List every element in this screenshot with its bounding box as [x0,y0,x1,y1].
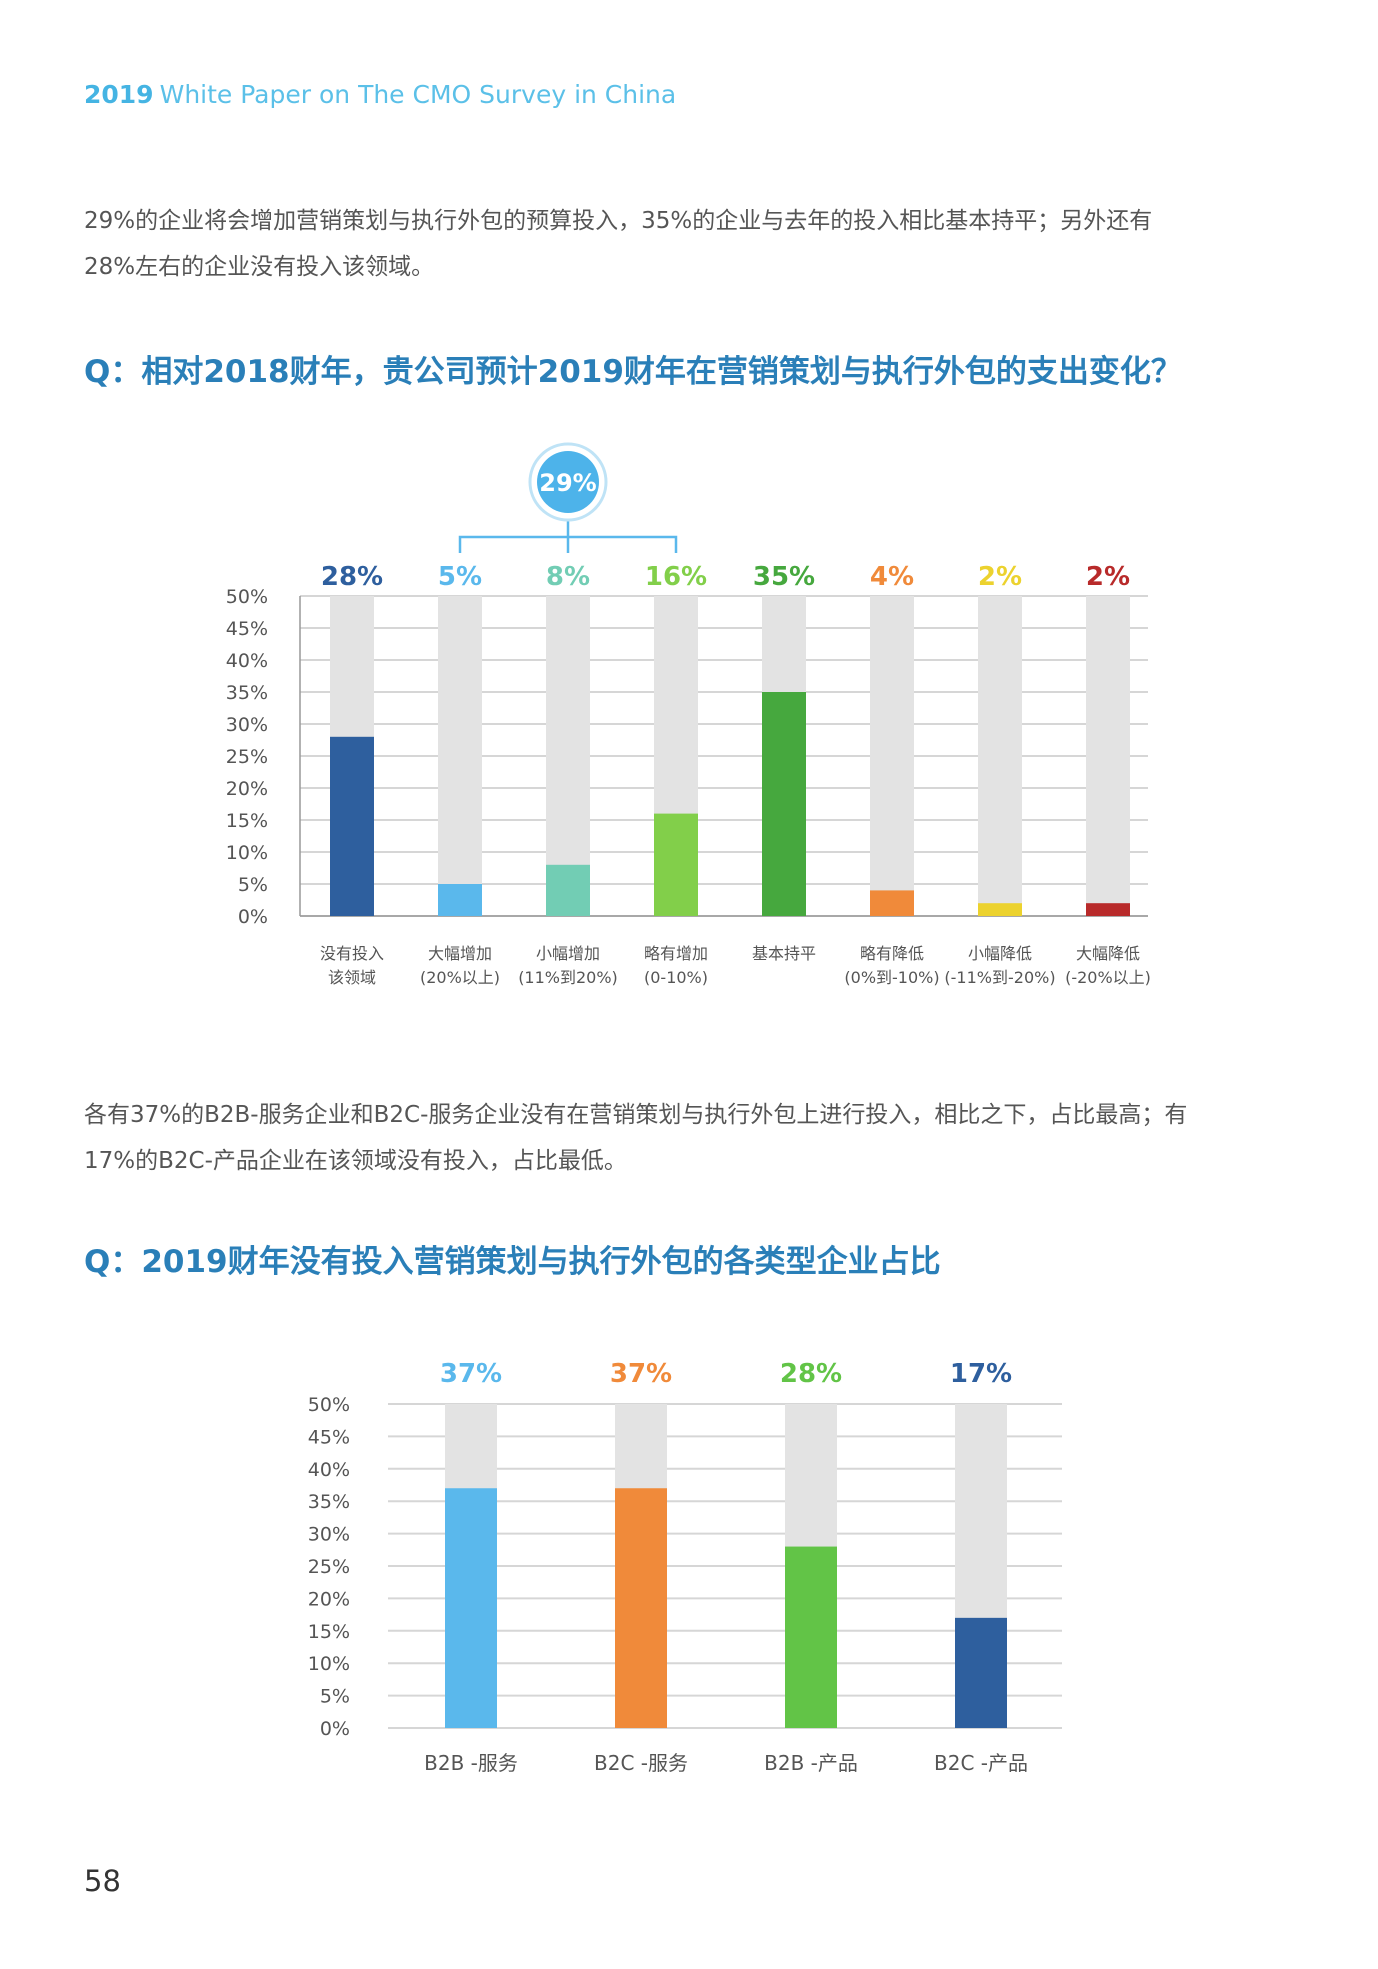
y-tick-label: 20% [308,1588,350,1610]
paragraph-line: 29%的企业将会增加营销策划与执行外包的预算投入，35%的企业与去年的投入相比基… [84,208,1153,234]
data-label: 35% [753,562,815,592]
spending-change-bar-chart: 0% 5% 10% 15% 20% 25% 30% 35% 40% 45% 50% 28% 没有投入该领… [226,442,1151,987]
question-2-title: Q：2019财年没有投入营销策划与执行外包的各类型企业占比 [84,1244,941,1280]
y-tick-label: 0% [320,1718,350,1740]
y-tick-label: 20% [226,778,268,800]
group-circle [537,451,599,513]
bar [330,736,374,916]
bar [955,1617,1007,1728]
intro-paragraph: 29%的企业将会增加营销策划与执行外包的预算投入，35%的企业与去年的投入相比基… [84,198,1294,290]
bar-background [1086,596,1130,916]
x-tick-label: (-11%到-20%) [944,968,1055,987]
x-tick-label: B2C -服务 [594,1751,688,1775]
x-tick-label: 略有降低 [860,944,924,963]
running-header: 2019 White Paper on The CMO Survey in Chi… [84,80,676,109]
bar [654,813,698,916]
data-label: 28% [780,1359,842,1389]
x-tick-label: (0-10%) [644,968,708,987]
data-label: 2% [978,562,1022,592]
bar [762,692,806,916]
bar [785,1546,837,1728]
x-tick-label: B2C -产品 [934,1751,1028,1775]
bar [445,1488,497,1728]
data-label: 28% [321,562,383,592]
y-tick-label: 0% [238,906,268,928]
bar [978,903,1022,916]
y-tick-label: 10% [308,1653,350,1675]
no-investment-by-company-type-chart: 0% 5% 10% 15% 20% 25% 30% 35% 40% 45% 50% 37% B2B -服… [308,1359,1062,1775]
y-tick-label: 50% [308,1394,350,1416]
x-tick-label: B2B -服务 [424,1751,518,1775]
header-title: White Paper on The CMO Survey in China [159,80,677,109]
y-tick-label: 25% [308,1556,350,1578]
y-tick-label: 5% [320,1686,350,1708]
y-tick-label: 40% [308,1459,350,1481]
data-label: 37% [440,1359,502,1389]
data-label: 5% [438,562,482,592]
bar-background [978,596,1022,916]
page-number: 58 [84,1864,121,1898]
y-tick-label: 5% [238,874,268,896]
x-tick-label: 大幅增加 [428,944,492,963]
data-label: 37% [610,1359,672,1389]
bar [870,890,914,916]
bar-background [438,596,482,916]
bar-background [870,596,914,916]
data-label: 8% [546,562,590,592]
analysis-paragraph: 各有37%的B2B-服务企业和B2C-服务企业没有在营销策划与执行外包上进行投入… [84,1092,1294,1184]
data-label: 17% [950,1359,1012,1389]
x-tick-label: 小幅降低 [968,944,1032,963]
header-year: 2019 [84,80,154,109]
y-tick-label: 35% [308,1491,350,1513]
x-tick-label: 大幅降低 [1076,944,1140,963]
y-tick-label: 25% [226,746,268,768]
bar-background [546,596,590,916]
paragraph-line: 各有37%的B2B-服务企业和B2C-服务企业没有在营销策划与执行外包上进行投入… [84,1102,1188,1128]
data-label: 16% [645,562,707,592]
x-tick-label: 略有增加 [644,944,708,963]
data-label: 2% [1086,562,1130,592]
question-1-title: Q：相对2018财年，贵公司预计2019财年在营销策划与执行外包的支出变化？ [84,354,1182,390]
y-tick-label: 40% [226,650,268,672]
paragraph-line: 28%左右的企业没有投入该领域。 [84,254,435,280]
y-tick-label: 15% [226,810,268,832]
y-tick-label: 45% [308,1426,350,1448]
paragraph-line: 17%的B2C-产品企业在该领域没有投入，占比最低。 [84,1148,627,1174]
x-tick-label: 基本持平 [752,944,816,963]
x-tick-label: (11%到20%) [518,968,618,987]
bar [615,1488,667,1728]
x-tick-label: (-20%以上) [1065,968,1151,987]
bar [438,884,482,916]
bar [1086,903,1130,916]
x-tick-label: 小幅增加 [536,944,600,963]
x-tick-label: 没有投入 [320,944,384,963]
group-total-label: 29% [539,469,596,497]
x-tick-label: B2B -产品 [764,1751,858,1775]
bar [546,864,590,916]
x-tick-label: (20%以上) [420,968,500,987]
y-tick-label: 30% [226,714,268,736]
y-tick-label: 35% [226,682,268,704]
data-label: 4% [870,562,914,592]
y-tick-label: 50% [226,586,268,608]
y-tick-label: 10% [226,842,268,864]
y-tick-label: 30% [308,1524,350,1546]
x-tick-label: 该领域 [328,968,376,987]
y-tick-label: 15% [308,1621,350,1643]
y-tick-label: 45% [226,618,268,640]
x-tick-label: (0%到-10%) [844,968,939,987]
